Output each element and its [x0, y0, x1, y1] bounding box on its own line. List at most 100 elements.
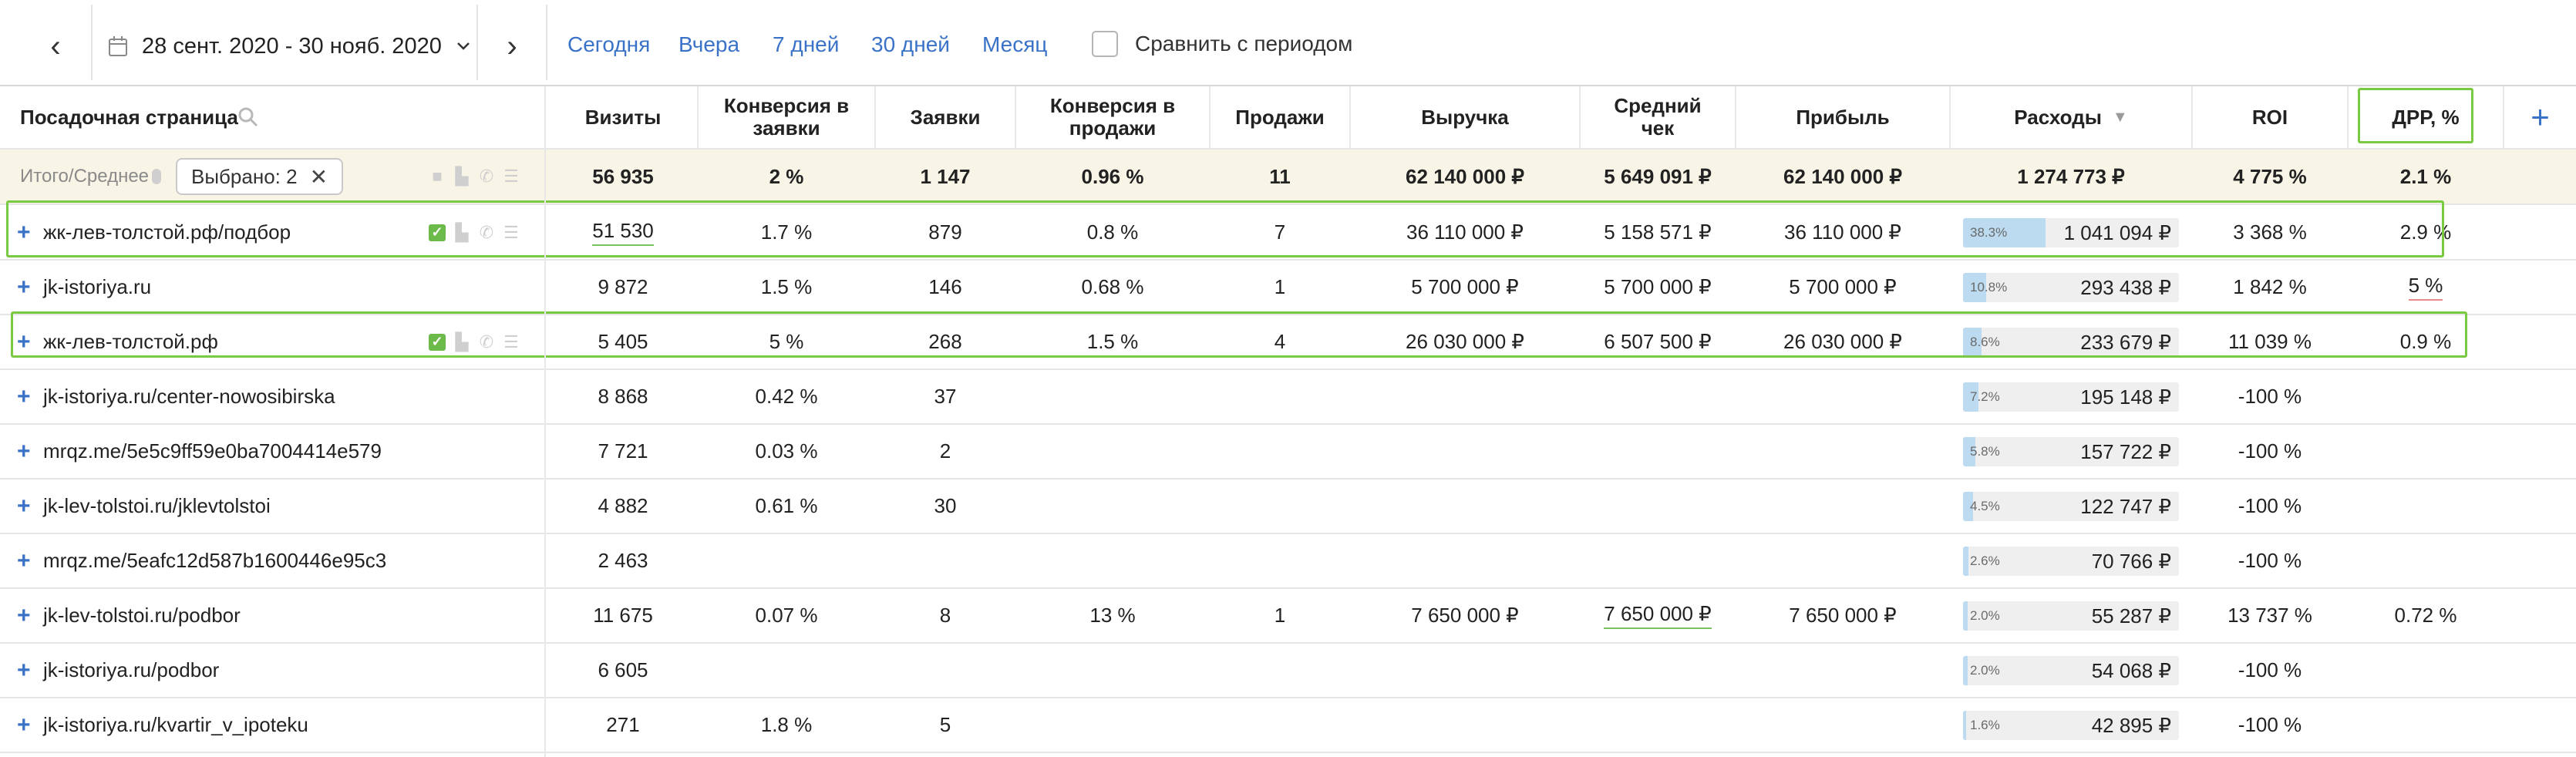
- cell-profit: 5 700 000 ₽: [1736, 260, 1949, 315]
- table-row[interactable]: + jk-lev-tolstoi.ru/jklevtolstoi 4 882 0.61…: [0, 479, 2576, 533]
- column-header-expenses[interactable]: Расходы ▼: [1951, 86, 2191, 148]
- selected-chip[interactable]: Выбрано: 2 ✕: [176, 158, 344, 195]
- phone-icon[interactable]: ✆: [479, 167, 494, 186]
- divider: [2503, 86, 2504, 150]
- totals-icons: ■ ▙ ✆ ☰: [429, 150, 520, 204]
- checkbox-checked-icon[interactable]: ✓: [429, 224, 446, 241]
- cell-page[interactable]: jk-lev-tolstoi.ru/podbor: [43, 604, 241, 627]
- cell-expenses-value: 70 766 ₽: [2091, 549, 2171, 573]
- expand-row-button[interactable]: +: [17, 274, 31, 300]
- expand-row-button[interactable]: +: [17, 547, 31, 574]
- toggle-icon[interactable]: [152, 169, 162, 184]
- quick-link-30-days[interactable]: 30 дней: [871, 32, 950, 56]
- compare-checkbox[interactable]: [1092, 31, 1118, 57]
- cell-visits-value: 9 872: [598, 275, 648, 298]
- chart-icon[interactable]: ▙: [455, 167, 469, 186]
- cell-sales: [1211, 533, 1349, 588]
- column-header-sales[interactable]: Продажи: [1211, 86, 1349, 148]
- cell-page[interactable]: jk-istoriya.ru/kvartir_v_ipoteku: [43, 713, 308, 736]
- quick-link-month[interactable]: Месяц: [982, 32, 1048, 56]
- list-icon[interactable]: ☰: [503, 331, 519, 352]
- table-row[interactable]: + jk-istoriya.ru 9 872 1.5 % 146 0.68 % 1 5 700…: [0, 260, 2576, 315]
- column-header-revenue[interactable]: Выручка: [1351, 86, 1579, 148]
- expand-row-button[interactable]: +: [17, 657, 31, 683]
- cell-page[interactable]: jk-istoriya.ru/podbor: [43, 658, 220, 681]
- chart-icon[interactable]: ▙: [455, 222, 469, 242]
- column-header-roi[interactable]: ROI: [2193, 86, 2347, 148]
- checkbox-checked-icon[interactable]: ✓: [429, 333, 446, 351]
- expense-share-percent: 10.8%: [1970, 280, 2008, 294]
- table-row[interactable]: + mrqz.me/5eafc12d587b1600446e95c3 2 463 -1…: [0, 533, 2576, 588]
- sort-desc-icon[interactable]: ▼: [2112, 109, 2128, 126]
- table-row[interactable]: + jk-istoriya.ru/center-nowosibirska 8 868…: [0, 369, 2576, 424]
- column-header-drr[interactable]: ДРР, %: [2349, 86, 2503, 148]
- expand-row-button[interactable]: +: [17, 712, 31, 738]
- divider: [476, 5, 478, 80]
- cell-page[interactable]: жк-лев-толстой.рф/подбор: [43, 220, 291, 244]
- column-header-page[interactable]: Посадочная страница: [20, 86, 244, 148]
- cell-page[interactable]: mrqz.me/5e5c9ff59e0ba7004414e579: [43, 439, 382, 463]
- table-row[interactable]: + jk-lev-tolstoi.ru/podbor 11 675 0.07 % 8 13…: [0, 588, 2576, 643]
- expand-row-button[interactable]: +: [17, 493, 31, 519]
- divider: [544, 86, 546, 757]
- list-icon[interactable]: ☰: [503, 167, 519, 186]
- cell-visits-value: 2 463: [598, 549, 648, 572]
- expense-share-percent: 5.8%: [1970, 444, 2000, 459]
- add-column-button[interactable]: +: [2504, 86, 2576, 148]
- compare-period-toggle[interactable]: Сравнить с периодом: [1092, 31, 1352, 57]
- cell-page[interactable]: жк-лев-толстой.рф: [43, 330, 218, 353]
- column-header-leads[interactable]: Заявки: [876, 86, 1015, 148]
- chevron-down-icon: [456, 42, 470, 50]
- expand-row-button[interactable]: +: [17, 219, 31, 245]
- cell-profit: [1736, 424, 1949, 479]
- column-header-conv-leads[interactable]: Конверсия в заявки: [699, 86, 874, 148]
- cell-drr-value: 0.9 %: [2399, 330, 2452, 353]
- date-range-picker[interactable]: 28 сент. 2020 - 30 нояб. 2020: [108, 14, 471, 79]
- cell-leads: [876, 643, 1015, 698]
- divider: [1735, 86, 1736, 150]
- checkbox-icon[interactable]: ■: [432, 167, 443, 186]
- total-conv-sales: 0.96 %: [1081, 164, 1144, 188]
- cell-sales: 1: [1211, 260, 1349, 315]
- cell-revenue: [1351, 369, 1579, 424]
- phone-icon[interactable]: ✆: [479, 331, 494, 352]
- cell-page[interactable]: jk-istoriya.ru/center-nowosibirska: [43, 385, 335, 408]
- table-row[interactable]: + mrqz.me/5e5c9ff59e0ba7004414e579 7 721 0.…: [0, 424, 2576, 479]
- cell-avg-check: [1581, 424, 1735, 479]
- quick-link-today[interactable]: Сегодня: [567, 32, 651, 56]
- cell-roi-value: 3 368 %: [2233, 220, 2307, 244]
- column-header-avg-check[interactable]: Средний чек: [1581, 86, 1735, 148]
- table-row[interactable]: + jk-istoriya.ru/podbor 6 605 -100 % 2.0% 54 …: [0, 643, 2576, 698]
- next-period-button[interactable]: ›: [480, 14, 544, 79]
- quick-link-7-days[interactable]: 7 дней: [773, 32, 840, 56]
- cell-page[interactable]: mrqz.me/5eafc12d587b1600446e95c3: [43, 549, 387, 572]
- chart-icon[interactable]: ▙: [455, 331, 469, 352]
- expand-row-button[interactable]: +: [17, 438, 31, 464]
- list-icon[interactable]: ☰: [503, 222, 519, 242]
- table-row[interactable]: + jk-istoriya.ru/kvartir_v_ipoteku 271 1.8 …: [0, 698, 2576, 752]
- quick-link-yesterday[interactable]: Вчера: [679, 32, 740, 56]
- column-header-label: Прибыль: [1796, 105, 1890, 129]
- column-header-profit[interactable]: Прибыль: [1736, 86, 1949, 148]
- column-header-visits[interactable]: Визиты: [549, 86, 697, 148]
- expand-row-button[interactable]: +: [17, 383, 31, 409]
- date-range-label: 28 сент. 2020 - 30 нояб. 2020: [142, 33, 442, 59]
- cell-page[interactable]: jk-lev-tolstoi.ru/jklevtolstoi: [43, 494, 271, 517]
- prev-period-button[interactable]: ‹: [23, 14, 88, 79]
- search-icon[interactable]: [237, 106, 259, 128]
- table-row[interactable]: + жк-лев-толстой.рф/подбор ✓ ▙ ✆ ☰ 51 530 1.7 %…: [0, 205, 2576, 260]
- expand-row-button[interactable]: +: [17, 602, 31, 628]
- cell-avg-check-value: 6 507 500 ₽: [1604, 330, 1712, 353]
- close-icon[interactable]: ✕: [309, 164, 328, 189]
- phone-icon[interactable]: ✆: [479, 222, 494, 242]
- cell-visits: 9 872: [549, 260, 697, 315]
- column-header-conv-sales[interactable]: Конверсия в продажи: [1016, 86, 1209, 148]
- cell-drr: 5 %: [2349, 260, 2503, 315]
- total-roi: 4 775 %: [2233, 164, 2307, 188]
- expand-row-button[interactable]: +: [17, 328, 31, 355]
- cell-drr: 0.72 %: [2349, 588, 2503, 643]
- divider: [0, 697, 2576, 698]
- cell-page[interactable]: jk-istoriya.ru: [43, 275, 152, 298]
- table-row[interactable]: + жк-лев-толстой.рф ✓ ▙ ✆ ☰ 5 405 5 % 268 1.5 % 4 2…: [0, 315, 2576, 369]
- cell-avg-check-value: 7 650 000 ₽: [1604, 602, 1712, 629]
